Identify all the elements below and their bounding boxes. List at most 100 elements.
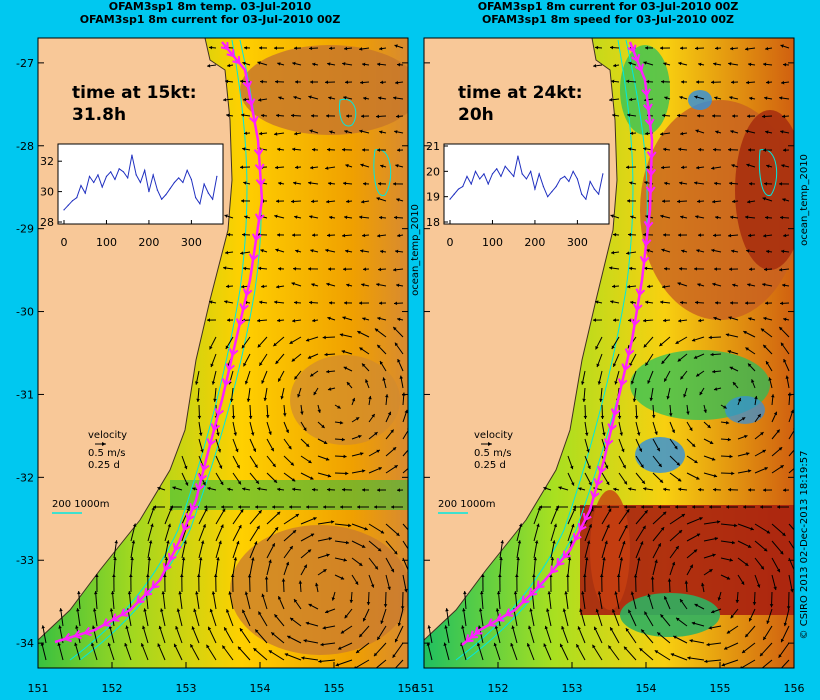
current-vector-head — [285, 429, 289, 433]
current-vector-head — [732, 382, 737, 386]
current-vector-head — [312, 487, 316, 492]
current-vector-head — [729, 454, 733, 459]
current-vector-head — [744, 434, 748, 439]
current-vector — [181, 523, 189, 542]
current-vector-head — [241, 344, 246, 349]
current-vector-head — [318, 659, 322, 664]
right-side-label: ocean_temp_2010 — [799, 154, 810, 246]
current-vector-head — [643, 61, 647, 65]
current-vector-head — [240, 79, 244, 84]
current-vector-head — [346, 382, 351, 386]
current-vector-head — [289, 340, 294, 344]
current-vector-head — [727, 437, 731, 442]
current-vector — [761, 659, 773, 668]
inset-point — [182, 181, 184, 184]
route-chevron — [255, 178, 266, 187]
current-vector-head — [292, 487, 296, 492]
current-vector-head — [305, 621, 310, 626]
current-vector-head — [228, 591, 232, 595]
route-chevron — [610, 408, 621, 417]
current-vector-head — [310, 80, 314, 84]
current-vector-head — [284, 653, 289, 657]
current-vector-head — [371, 414, 375, 418]
route-chevron — [143, 587, 153, 597]
current-vector-head — [610, 627, 614, 631]
current-vector-head — [291, 282, 295, 286]
current-vector — [195, 591, 200, 610]
current-vector-head — [209, 345, 213, 350]
inset-point — [508, 170, 511, 172]
current-vector-head — [207, 486, 211, 491]
current-vector-head — [583, 415, 588, 419]
current-vector-head — [41, 625, 45, 629]
current-vector-head — [346, 199, 350, 204]
current-vector-head — [732, 199, 736, 204]
current-vector-head — [345, 471, 349, 476]
current-vector-head — [674, 445, 678, 450]
current-vector-head — [696, 373, 700, 377]
current-vector-head — [626, 165, 630, 170]
current-vector-head — [698, 147, 702, 152]
route-chevron — [242, 80, 253, 90]
inset-x-tick-label: 100 — [96, 236, 117, 249]
current-vector-head — [654, 650, 659, 654]
current-vector-head — [345, 80, 349, 85]
route-chevron — [225, 363, 235, 372]
current-vector-head — [227, 318, 231, 322]
y-tick-label: -30 — [16, 306, 34, 319]
velocity-label: velocity — [474, 430, 513, 441]
current-vector-head — [678, 233, 682, 237]
current-vector-head — [157, 486, 161, 491]
current-vector-head — [689, 639, 693, 643]
current-vector-head — [328, 267, 332, 271]
current-vector-head — [361, 283, 365, 287]
current-vector-head — [109, 608, 114, 612]
current-vector-head — [762, 114, 766, 119]
current-vector-head — [362, 617, 367, 622]
current-vector-head — [765, 130, 769, 134]
current-vector-head — [204, 505, 207, 509]
current-vector-head — [329, 301, 333, 305]
route-chevron — [206, 438, 217, 447]
current-vector-head — [376, 449, 380, 454]
current-vector-head — [610, 214, 614, 218]
current-vector-head — [276, 199, 280, 203]
current-vector-head — [260, 249, 264, 253]
current-vector-head — [238, 525, 242, 529]
current-vector-head — [277, 62, 281, 66]
current-vector-head — [331, 597, 336, 601]
current-vector-head — [148, 540, 153, 544]
current-vector-head — [679, 266, 683, 271]
current-vector — [232, 524, 242, 542]
current-vector-head — [224, 214, 228, 218]
route-chevron — [536, 580, 545, 589]
current-vector-head — [747, 114, 751, 118]
y-tick-label: -32 — [16, 471, 34, 484]
current-vector-head — [374, 328, 379, 332]
current-vector-head — [721, 662, 726, 667]
current-vector-head — [622, 540, 626, 545]
current-vector-head — [153, 505, 156, 509]
current-vector-head — [694, 459, 698, 464]
current-vector-head — [226, 609, 230, 613]
current-vector — [179, 591, 183, 610]
current-vector-head — [510, 643, 514, 647]
current-vector — [142, 625, 149, 644]
current-vector-head — [289, 505, 292, 509]
current-vector — [510, 642, 518, 661]
route-chevron — [645, 186, 656, 195]
current-vector-head — [274, 46, 278, 50]
current-vector-head — [251, 557, 255, 561]
inset-point — [517, 155, 519, 157]
current-vector — [567, 507, 576, 525]
current-vector-head — [395, 164, 399, 168]
current-vector-head — [287, 635, 291, 639]
current-vector-head — [763, 547, 768, 552]
current-vector-head — [127, 591, 132, 595]
current-vector-head — [628, 147, 632, 151]
route-chevron — [172, 542, 182, 552]
current-vector-head — [613, 318, 617, 322]
current-vector-head — [327, 474, 332, 478]
slow-spot — [688, 90, 712, 110]
current-vector-head — [660, 614, 664, 618]
